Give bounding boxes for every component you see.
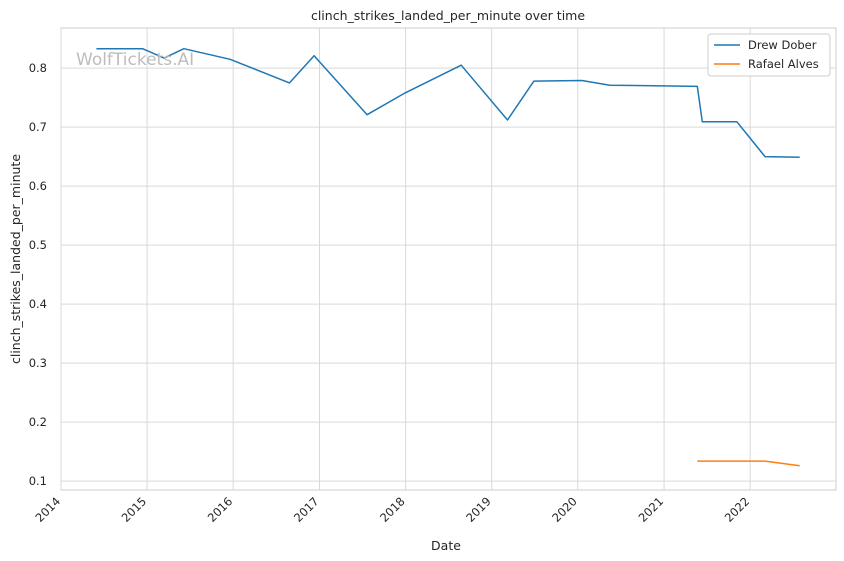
grid-lines: [60, 28, 836, 490]
legend: Drew Dober Rafael Alves: [707, 33, 831, 77]
legend-label-drew-dober: Drew Dober: [748, 38, 817, 52]
chart-title: clinch_strikes_landed_per_minute over ti…: [311, 8, 585, 23]
y-axis-title: clinch_strikes_landed_per_minute: [8, 154, 23, 364]
y-tick-label: 0.1: [29, 474, 47, 488]
y-axis-ticks: 0.1 0.2 0.3 0.4 0.5 0.6 0.7 0.8: [29, 61, 47, 488]
series-line-drew-dober: [96, 47, 800, 158]
x-axis-title: Date: [431, 538, 461, 553]
y-tick-label: 0.4: [29, 297, 47, 311]
y-tick-label: 0.5: [29, 238, 47, 252]
y-tick-label: 0.7: [29, 120, 47, 134]
plot-area: [60, 27, 837, 491]
watermark: WolfTickets.AI: [76, 50, 194, 70]
y-tick-label: 0.6: [29, 179, 47, 193]
series-line-rafael-alves: [697, 460, 800, 467]
legend-label-rafael-alves: Rafael Alves: [748, 57, 819, 71]
y-tick-label: 0.8: [29, 61, 47, 75]
y-tick-label: 0.3: [29, 356, 47, 370]
series-lines: [96, 47, 800, 467]
y-tick-label: 0.2: [29, 415, 47, 429]
